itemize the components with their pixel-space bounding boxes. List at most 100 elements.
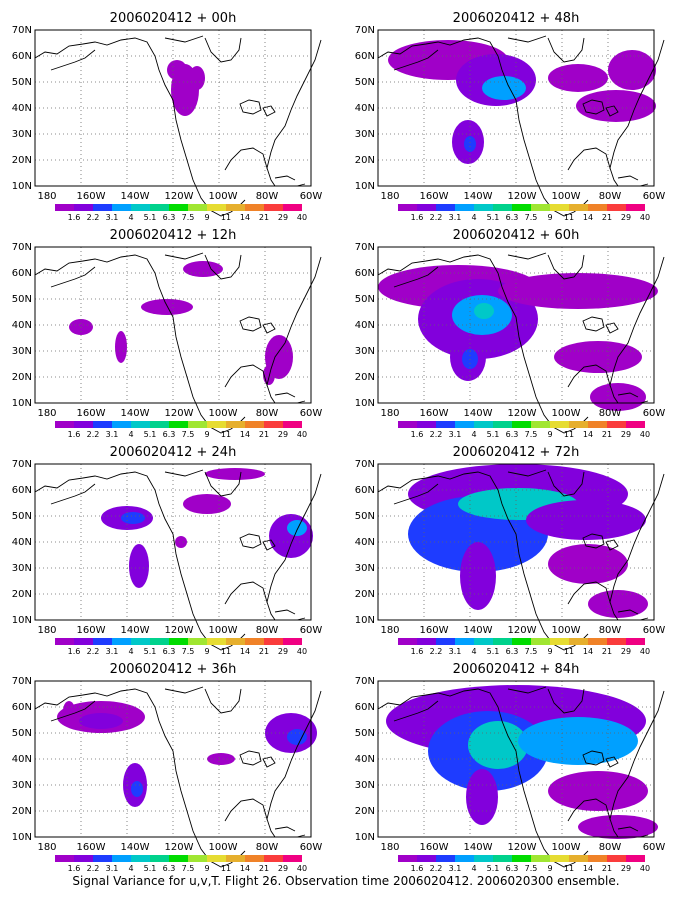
lon-tick-label: 160W	[77, 408, 106, 419]
colorbar-swatch	[93, 421, 112, 428]
colorbar-swatch	[283, 638, 302, 645]
colorbar-swatch	[569, 638, 588, 645]
variance-contours	[408, 464, 648, 618]
colorbar-swatch	[512, 421, 531, 428]
colorbar-label: 5.1	[144, 864, 157, 873]
lat-tick-label: 40N	[355, 754, 375, 765]
colorbar-swatch	[245, 638, 264, 645]
colorbar-swatch	[169, 855, 188, 862]
colorbar-swatch	[245, 855, 264, 862]
colorbar-label: 5.1	[144, 213, 157, 222]
colorbar-label: 9	[547, 864, 552, 873]
colorbar-label: 29	[278, 430, 288, 439]
lat-tick-label: 20N	[355, 806, 375, 817]
colorbar-label: 21	[602, 647, 612, 656]
colorbar-label: 29	[278, 647, 288, 656]
colorbar-swatch	[169, 204, 188, 211]
lat-tick-label: 30N	[12, 129, 32, 140]
lon-tick-label: 100W	[552, 408, 581, 419]
colorbar-swatch	[74, 421, 93, 428]
lon-tick-label: 100W	[209, 191, 238, 202]
lon-tick-label: 100W	[209, 625, 238, 636]
colorbar-label: 4	[128, 430, 133, 439]
colorbar-swatch	[474, 855, 493, 862]
colorbar-swatch	[150, 855, 169, 862]
colorbar-label: 21	[259, 864, 269, 873]
colorbar-label: 5.1	[487, 647, 500, 656]
lat-tick-label: 20N	[355, 155, 375, 166]
contour-blob	[131, 781, 143, 797]
lat-tick-label: 20N	[355, 372, 375, 383]
variance-contours	[378, 265, 658, 411]
colorbar-swatch	[436, 855, 455, 862]
lat-tick-label: 70N	[355, 676, 375, 687]
colorbar-label: 7.5	[182, 430, 195, 439]
colorbar-label: 2.2	[87, 864, 100, 873]
colorbar-swatch	[207, 421, 226, 428]
map-panel: 2006020412 + 60h 70N 60N 50N 40N 30N 20N 10N 180…	[355, 228, 665, 434]
colorbar-swatch	[283, 421, 302, 428]
map-panel: 2006020412 + 36h 70N 60N 50N 40N 30N 20N 10N 180…	[12, 662, 322, 868]
lat-tick-label: 50N	[12, 728, 32, 739]
colorbar-label: 1.6	[411, 864, 424, 873]
contour-blob	[482, 76, 526, 100]
colorbar-swatch	[398, 855, 417, 862]
colorbar-label: 11	[221, 647, 231, 656]
colorbar-swatch	[150, 638, 169, 645]
lon-tick-label: 140W	[464, 191, 493, 202]
lat-tick-label: 30N	[355, 563, 375, 574]
colorbar-label: 7.5	[182, 864, 195, 873]
colorbar-label: 11	[564, 430, 574, 439]
map-panel: 2006020412 + 00h 70N 60N 50N 40N 30N 20N 10N 180…	[12, 11, 322, 217]
colorbar-label: 7.5	[525, 213, 538, 222]
lat-tick-label: 50N	[12, 511, 32, 522]
contour-blob	[590, 383, 646, 411]
lat-tick-label: 30N	[12, 346, 32, 357]
colorbar-swatch	[93, 204, 112, 211]
contour-blob	[498, 273, 658, 309]
colorbar-label: 9	[204, 213, 209, 222]
colorbar-swatch	[207, 855, 226, 862]
lat-tick-label: 60N	[355, 51, 375, 62]
colorbar-swatch	[112, 638, 131, 645]
lon-tick-label: 180	[37, 842, 56, 853]
colorbar-label: 6.3	[506, 647, 519, 656]
colorbar-label: 7.5	[525, 864, 538, 873]
lon-tick-label: 140W	[464, 842, 493, 853]
colorbar-label: 40	[297, 430, 307, 439]
lon-tick-label: 80W	[256, 191, 279, 202]
plot-frame	[34, 246, 312, 404]
colorbar-swatch	[226, 204, 245, 211]
colorbar-label: 4	[128, 864, 133, 873]
colorbar-swatch	[626, 204, 645, 211]
colorbar-label: 6.3	[163, 647, 176, 656]
lon-tick-label: 180	[380, 842, 399, 853]
colorbar-label: 9	[547, 213, 552, 222]
lon-tick-label: 160W	[420, 191, 449, 202]
colorbar-label: 1.6	[411, 213, 424, 222]
lon-tick-label: 140W	[121, 625, 150, 636]
lon-tick-label: 160W	[420, 842, 449, 853]
lat-tick-label: 10N	[12, 832, 32, 843]
colorbar-swatch	[474, 204, 493, 211]
contour-blob	[287, 729, 307, 745]
plot-frame	[34, 29, 312, 187]
colorbar-label: 3.1	[449, 864, 462, 873]
colorbar-swatch	[493, 204, 512, 211]
colorbar-label: 7.5	[182, 647, 195, 656]
plot-frame	[377, 463, 655, 621]
colorbar-swatch	[550, 204, 569, 211]
colorbar-swatch	[569, 421, 588, 428]
colorbar-swatch	[569, 204, 588, 211]
lon-tick-label: 60W	[643, 842, 666, 853]
colorbar-label: 14	[240, 430, 250, 439]
colorbar-label: 5.1	[144, 430, 157, 439]
colorbar-swatch	[607, 855, 626, 862]
plot-frame	[377, 680, 655, 838]
colorbar-swatch	[169, 638, 188, 645]
colorbar-swatch	[588, 638, 607, 645]
colorbar-label: 3.1	[449, 647, 462, 656]
colorbar-swatch	[626, 421, 645, 428]
lon-tick-label: 180	[37, 625, 56, 636]
